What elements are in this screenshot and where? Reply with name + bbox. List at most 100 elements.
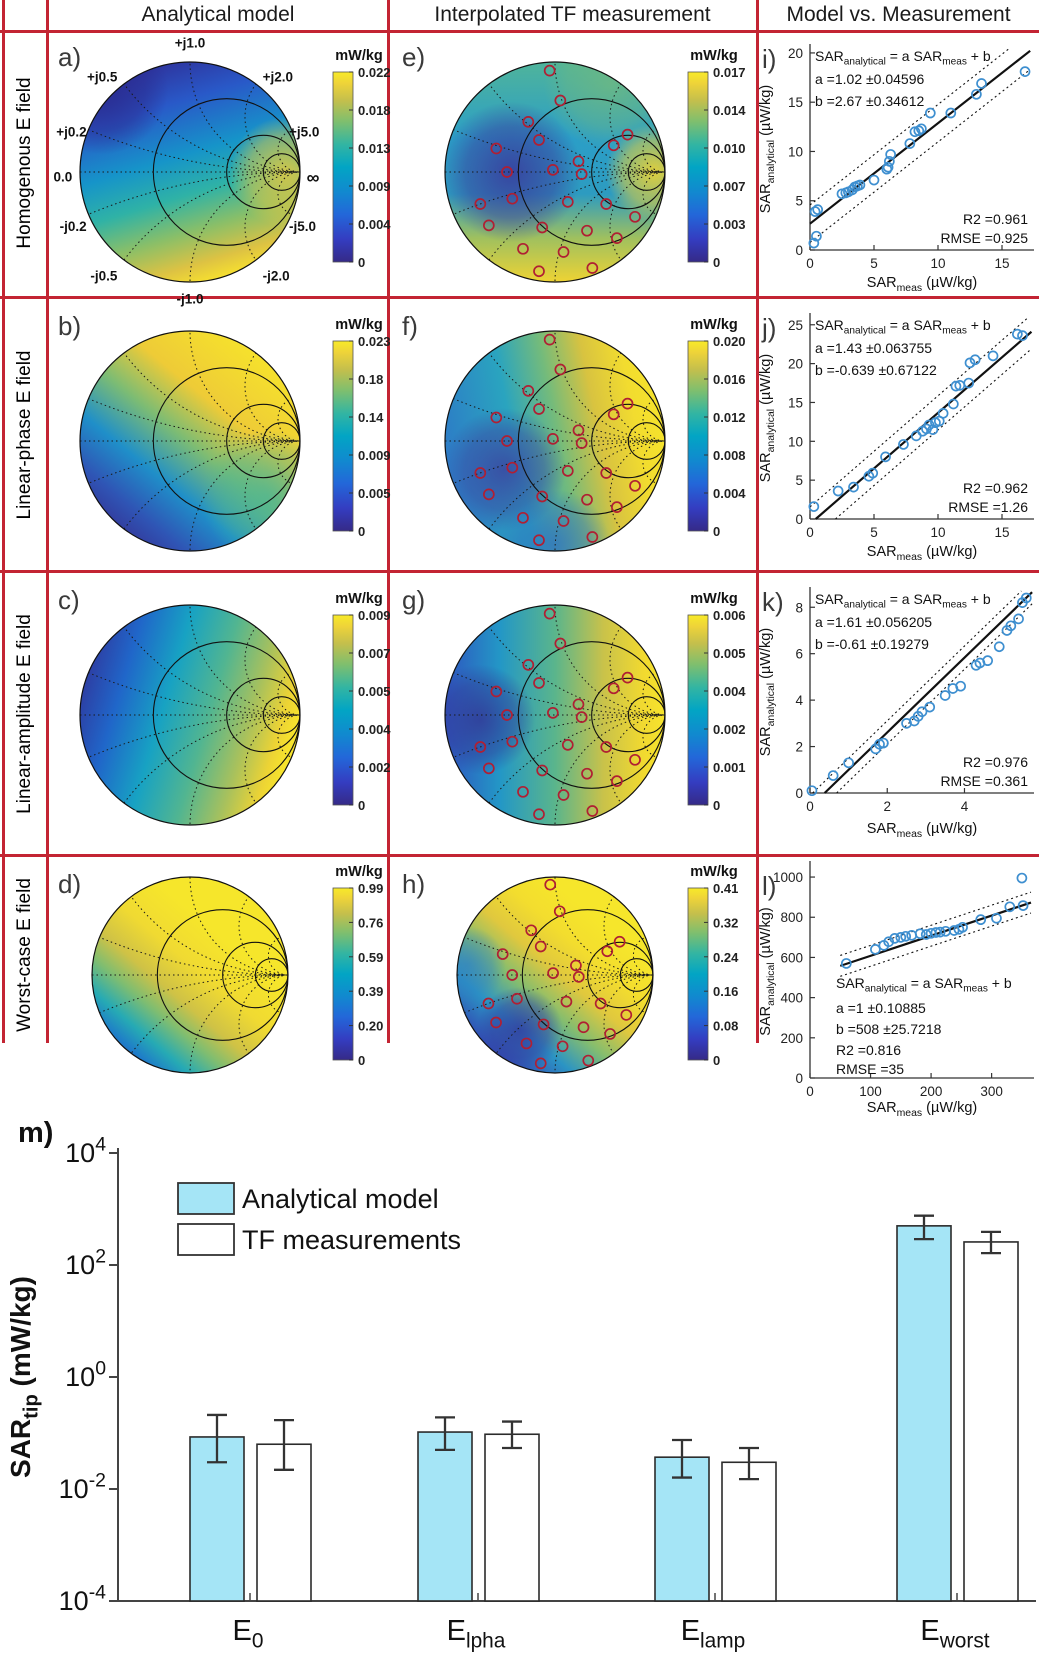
svg-text:E0: E0 xyxy=(233,1615,264,1653)
svg-text:SARmeas (µW/kg): SARmeas (µW/kg) xyxy=(867,544,977,563)
panel-c-smith-chart: c) mW/kg0.009 0.007 0.005 0.004 0.002 0 xyxy=(58,585,391,826)
svg-text:0.001: 0.001 xyxy=(713,760,746,775)
colorbar-c: mW/kg0.009 0.007 0.005 0.004 0.002 0 xyxy=(332,591,391,813)
svg-text:-j5.0: -j5.0 xyxy=(289,219,316,234)
svg-text:SARanalytical (µW/kg): SARanalytical (µW/kg) xyxy=(758,85,777,213)
svg-text:5: 5 xyxy=(795,473,803,488)
colorbar-a: mW/kg0.022 0.018 0.013 0.009 0.004 0 xyxy=(332,48,391,270)
svg-text:-j1.0: -j1.0 xyxy=(176,292,203,307)
grid-line-vertical-col1 xyxy=(387,0,390,1043)
svg-text:SARanalytical (µW/kg): SARanalytical (µW/kg) xyxy=(758,628,777,756)
svg-text:0: 0 xyxy=(713,798,720,813)
svg-text:RMSE =35: RMSE =35 xyxy=(836,1061,904,1077)
svg-text:0.010: 0.010 xyxy=(713,141,746,156)
svg-text:0.005: 0.005 xyxy=(358,684,391,699)
svg-text:+j0.2: +j0.2 xyxy=(56,124,86,139)
measurement-points xyxy=(482,878,633,1070)
svg-text:RMSE =0.361: RMSE =0.361 xyxy=(940,773,1028,789)
svg-text:b): b) xyxy=(58,311,81,341)
panel-i-scatter: 0 5 10 15 20 0 5 10 15 SARmeas (µW/kg) SARanalytic… xyxy=(758,44,1034,294)
data-points xyxy=(808,66,1031,249)
svg-text:mW/kg: mW/kg xyxy=(690,317,738,333)
svg-text:0.007: 0.007 xyxy=(713,179,746,194)
svg-text:m): m) xyxy=(18,1117,53,1149)
svg-text:0.013: 0.013 xyxy=(358,141,391,156)
svg-text:0.005: 0.005 xyxy=(358,486,391,501)
grid-line-row1 xyxy=(0,296,1039,299)
svg-text:l): l) xyxy=(762,871,776,901)
svg-text:SARanalytical = a SARmeas + b: SARanalytical = a SARmeas + b xyxy=(815,48,991,68)
svg-text:0.59: 0.59 xyxy=(358,950,383,965)
panel-d-smith-chart: d) mW/kg0.99 0.76 0.59 0.39 0.20 0 xyxy=(58,864,383,1074)
svg-text:0: 0 xyxy=(713,524,720,539)
svg-text:0: 0 xyxy=(358,524,365,539)
svg-text:6: 6 xyxy=(795,647,803,662)
svg-text:0.004: 0.004 xyxy=(713,486,746,501)
svg-text:-j0.2: -j0.2 xyxy=(60,219,87,234)
svg-text:k): k) xyxy=(762,587,784,617)
svg-text:0.0: 0.0 xyxy=(54,170,73,185)
smith-grid xyxy=(445,605,665,825)
svg-text:0.008: 0.008 xyxy=(713,448,746,463)
svg-text:b =508 ±25.7218: b =508 ±25.7218 xyxy=(836,1021,942,1037)
grid-line-vertical-rowlabels xyxy=(46,0,49,1043)
svg-text:mW/kg: mW/kg xyxy=(690,591,738,607)
svg-text:0.016: 0.016 xyxy=(713,372,746,387)
svg-text:2: 2 xyxy=(795,740,803,755)
svg-text:0: 0 xyxy=(806,1084,814,1099)
colorbar-b: mW/kg0.023 0.18 0.14 0.009 0.005 0 xyxy=(332,317,391,539)
svg-text:5: 5 xyxy=(795,194,803,209)
panel-m-bar-chart: m) 104 102 100 10-2 10-4 SARtip (mW/kg) E0 Elpha… xyxy=(5,1117,1036,1653)
panel-e-smith-chart: e) mW/kg0.017 0.014 0.010 0.007 0.003 0 xyxy=(402,42,746,283)
legend: Analytical model TF measurements xyxy=(177,1182,461,1256)
svg-text:SARanalytical = a SARmeas + b: SARanalytical = a SARmeas + b xyxy=(836,975,1012,995)
svg-text:+j0.5: +j0.5 xyxy=(87,69,118,84)
svg-text:RMSE =0.925: RMSE =0.925 xyxy=(940,230,1028,246)
svg-text:10: 10 xyxy=(788,144,803,159)
svg-text:0.017: 0.017 xyxy=(713,65,746,80)
svg-text:0.32: 0.32 xyxy=(713,915,738,930)
svg-text:0.20: 0.20 xyxy=(358,1019,383,1034)
svg-text:4: 4 xyxy=(795,693,803,708)
panel-g-smith-chart: g) mW/kg0.006 0.005 0.004 0.002 0.001 0 xyxy=(402,585,746,826)
svg-text:∞: ∞ xyxy=(307,168,320,188)
svg-text:SARanalytical = a SARmeas + b: SARanalytical = a SARmeas + b xyxy=(815,317,991,337)
svg-text:200: 200 xyxy=(780,1031,803,1046)
smith-grid xyxy=(80,331,300,551)
svg-text:5: 5 xyxy=(870,525,878,540)
svg-text:0.009: 0.009 xyxy=(358,448,391,463)
svg-text:SARmeas (µW/kg): SARmeas (µW/kg) xyxy=(867,821,977,840)
grid-line-vertical-left xyxy=(2,0,5,1043)
svg-text:0: 0 xyxy=(713,255,720,270)
svg-text:mW/kg: mW/kg xyxy=(335,317,383,333)
svg-text:20: 20 xyxy=(788,46,803,61)
svg-text:0: 0 xyxy=(806,256,814,271)
svg-text:5: 5 xyxy=(870,256,878,271)
svg-text:0.39: 0.39 xyxy=(358,984,383,999)
measurement-points xyxy=(474,333,641,547)
panel-a-smith-chart: +j1.0 +j0.5 +j2.0 +j0.2 +j5.0 0.0 ∞ -j0.2 -j5.0 -… xyxy=(54,35,392,307)
svg-text:15: 15 xyxy=(994,525,1009,540)
column-header-model-vs-measurement: Model vs. Measurement xyxy=(786,3,1011,26)
svg-text:100: 100 xyxy=(65,1358,106,1392)
data-points xyxy=(808,328,1028,512)
svg-text:104: 104 xyxy=(65,1134,106,1168)
panel-b-smith-chart: b) mW/kg0.023 0.18 0.14 0.009 0.005 0 xyxy=(58,311,391,552)
svg-text:0.006: 0.006 xyxy=(713,608,746,623)
svg-text:a =1 ±0.10885: a =1 ±0.10885 xyxy=(836,1000,926,1016)
svg-text:h): h) xyxy=(402,869,425,899)
svg-text:0: 0 xyxy=(358,798,365,813)
svg-text:g): g) xyxy=(402,585,425,615)
measurement-points xyxy=(474,607,641,821)
svg-text:SARmeas (µW/kg): SARmeas (µW/kg) xyxy=(867,1100,977,1119)
svg-text:0.99: 0.99 xyxy=(358,881,383,896)
svg-text:0.004: 0.004 xyxy=(713,684,746,699)
svg-text:0: 0 xyxy=(795,243,803,258)
panel-j-scatter: 0 5 10 15 20 25 0 5 10 15 SARmeas (µW/kg) SARanalyt… xyxy=(758,313,1034,563)
svg-text:0.007: 0.007 xyxy=(358,646,391,661)
svg-text:-j0.5: -j0.5 xyxy=(90,269,118,284)
svg-text:0.009: 0.009 xyxy=(358,179,391,194)
bars-analytical-model xyxy=(189,1214,952,1602)
svg-text:600: 600 xyxy=(780,950,803,965)
